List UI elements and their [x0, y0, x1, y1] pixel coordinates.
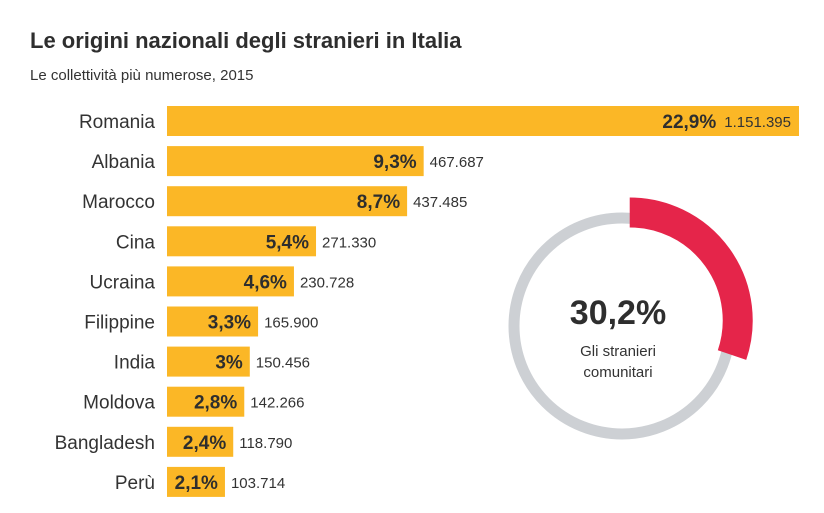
- chart-subtitle: Le collettività più numerose, 2015: [30, 67, 254, 84]
- count-label-peru: 103.714: [231, 475, 285, 492]
- value-label-peru: 2,1%: [175, 473, 218, 494]
- category-label-cina: Cina: [116, 232, 156, 253]
- bar-moldova: [167, 386, 245, 417]
- bar-marocco: [167, 186, 408, 217]
- bar-filippine: [167, 306, 259, 337]
- count-label-ucraina: 230.728: [300, 274, 354, 291]
- count-label-marocco: 437.485: [413, 194, 467, 211]
- category-label-albania: Albania: [92, 152, 156, 173]
- value-label-marocco: 8,7%: [357, 192, 400, 213]
- donut-value-label: 30,2%: [570, 294, 666, 332]
- donut-highlight-segment: [629, 197, 753, 360]
- value-label-bangladesh: 2,4%: [183, 433, 226, 454]
- bar-india: [167, 346, 250, 377]
- category-label-moldova: Moldova: [83, 393, 155, 414]
- bar-albania: [167, 146, 424, 177]
- count-label-bangladesh: 118.790: [239, 435, 292, 452]
- category-label-marocco: Marocco: [82, 192, 155, 213]
- count-label-romania: 1.151.395: [724, 114, 791, 131]
- count-label-albania: 467.687: [430, 154, 484, 171]
- value-label-moldova: 2,8%: [194, 393, 237, 414]
- bar-cina: [167, 226, 317, 257]
- category-label-india: India: [114, 353, 156, 374]
- category-label-peru: Perù: [115, 473, 155, 494]
- category-label-ucraina: Ucraina: [90, 272, 156, 293]
- bar-romania: [167, 106, 799, 136]
- donut-caption-line-2: comunitari: [583, 364, 652, 381]
- count-label-cina: 271.330: [322, 234, 376, 251]
- category-label-bangladesh: Bangladesh: [55, 433, 155, 454]
- bar-bangladesh: [167, 426, 234, 457]
- donut-chart: 30,2% Gli stranieri comunitari: [508, 197, 753, 440]
- value-label-cina: 5,4%: [266, 232, 309, 253]
- value-label-romania: 22,9%: [662, 112, 716, 133]
- value-label-filippine: 3,3%: [208, 313, 251, 334]
- count-label-moldova: 142.266: [250, 395, 304, 412]
- value-label-india: 3%: [215, 353, 243, 374]
- bar-chart: Romania 22,9% 1.151.395 Albania 9,3% 467.687 M…: [55, 106, 799, 497]
- bar-ucraina: [167, 266, 294, 297]
- value-label-ucraina: 4,6%: [244, 272, 287, 293]
- category-label-filippine: Filippine: [84, 313, 155, 334]
- count-label-filippine: 165.900: [264, 315, 318, 332]
- bar-peru: [167, 466, 225, 497]
- chart-title: Le origini nazionali degli stranieri in …: [30, 28, 462, 53]
- value-label-albania: 9,3%: [373, 152, 416, 173]
- count-label-india: 150.456: [256, 355, 310, 372]
- category-label-romania: Romania: [79, 112, 155, 133]
- donut-caption-line-1: Gli stranieri: [580, 343, 656, 360]
